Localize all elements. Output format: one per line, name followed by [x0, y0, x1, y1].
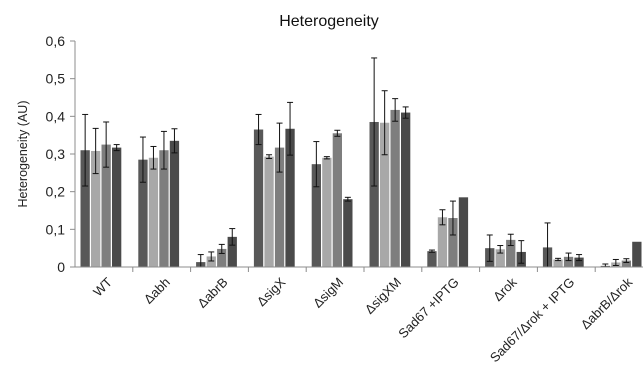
bars-layer	[80, 109, 642, 268]
bar	[390, 109, 400, 268]
bar	[253, 129, 264, 267]
bar	[101, 144, 111, 267]
bar	[380, 122, 390, 267]
x-category-label: Δabh	[141, 275, 173, 307]
y-tick-label: 0	[57, 259, 65, 275]
x-category-label: Δrok	[490, 274, 520, 304]
bar	[169, 140, 180, 267]
bar	[458, 197, 469, 267]
bar	[632, 241, 642, 267]
x-category-label: ΔsigM	[310, 275, 346, 311]
axes-layer	[70, 40, 643, 272]
bar	[437, 217, 448, 267]
bar	[332, 133, 342, 267]
y-tick-label: 0,2	[46, 184, 66, 200]
bar	[227, 236, 237, 267]
bar	[401, 112, 411, 267]
x-category-label: Sad67 +IPTG	[395, 275, 462, 342]
bar	[285, 128, 295, 267]
bar	[506, 239, 516, 267]
x-category-label: ΔsigX	[254, 274, 289, 309]
bar	[91, 150, 101, 267]
bar	[112, 147, 122, 267]
bar	[138, 159, 148, 267]
error-bars-layer	[82, 57, 630, 268]
bar	[322, 157, 332, 267]
bar	[159, 150, 169, 267]
bar	[448, 218, 458, 267]
bar	[553, 259, 563, 267]
bar	[311, 164, 321, 267]
x-category-label: ΔabrB/Δrok	[578, 274, 636, 332]
bar	[621, 260, 631, 267]
x-category-label: ΔabrB	[194, 275, 230, 311]
x-category-label: WT	[90, 274, 115, 299]
bar	[148, 157, 159, 267]
bar	[495, 249, 505, 267]
y-tick-label: 0,1	[46, 221, 66, 237]
bar	[427, 251, 437, 267]
x-category-label: ΔsigXM	[362, 275, 404, 317]
bar	[563, 256, 574, 267]
bar	[206, 256, 216, 267]
y-tick-label: 0,5	[46, 71, 66, 87]
bar	[343, 199, 353, 267]
bar	[217, 248, 227, 267]
chart-title: Heterogeneity	[279, 13, 379, 30]
y-tick-label: 0,4	[46, 108, 66, 124]
bar	[574, 257, 584, 267]
y-tick-label: 0,6	[46, 33, 66, 49]
bar	[274, 147, 285, 267]
bar	[369, 121, 379, 267]
bar	[80, 150, 90, 267]
bar	[264, 156, 274, 267]
y-axis-title: Heterogeneity (AU)	[16, 101, 30, 208]
y-tick-label: 0,3	[46, 146, 66, 162]
